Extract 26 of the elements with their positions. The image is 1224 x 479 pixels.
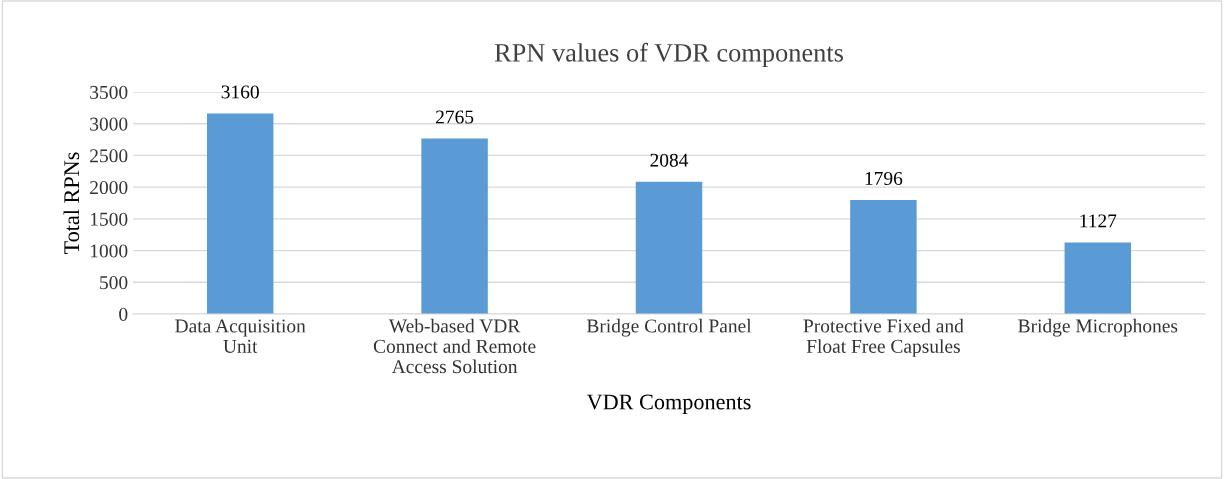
y-tick-label: 500 — [100, 276, 128, 290]
bar — [421, 138, 488, 314]
y-tick-label: 3000 — [90, 117, 128, 131]
y-tick-label: 2000 — [90, 180, 128, 195]
bar — [206, 113, 274, 314]
chart-title: RPN values of VDR components — [494, 42, 843, 68]
x-tick-label: Bridge Control Panel — [586, 318, 752, 337]
y-tick-label: 3500 — [90, 85, 128, 99]
data-label: 1127 — [1080, 214, 1117, 228]
x-axis-title: VDR Components — [586, 394, 751, 414]
x-tick-label: Web-based VDR Connect and Remote Access Solution — [373, 318, 536, 374]
y-axis-title: Total RPNs — [63, 152, 80, 254]
data-label: 1796 — [865, 171, 903, 186]
x-tick-label: Data Acquisition Unit — [175, 319, 306, 353]
data-label: 2765 — [436, 110, 474, 124]
data-label: 2084 — [650, 153, 689, 167]
y-tick-label: 1000 — [90, 244, 128, 258]
y-tick-label: 1500 — [90, 212, 128, 226]
x-tick-label: Bridge Microphones — [1018, 318, 1178, 337]
bar — [850, 200, 917, 314]
bar — [635, 181, 703, 314]
bar — [1064, 242, 1132, 314]
x-tick-label: Protective Fixed and Float Free Capsules — [803, 318, 964, 357]
data-label: 3160 — [221, 85, 259, 99]
y-tick-label: 0 — [119, 307, 128, 321]
y-tick-label: 2500 — [90, 149, 128, 163]
